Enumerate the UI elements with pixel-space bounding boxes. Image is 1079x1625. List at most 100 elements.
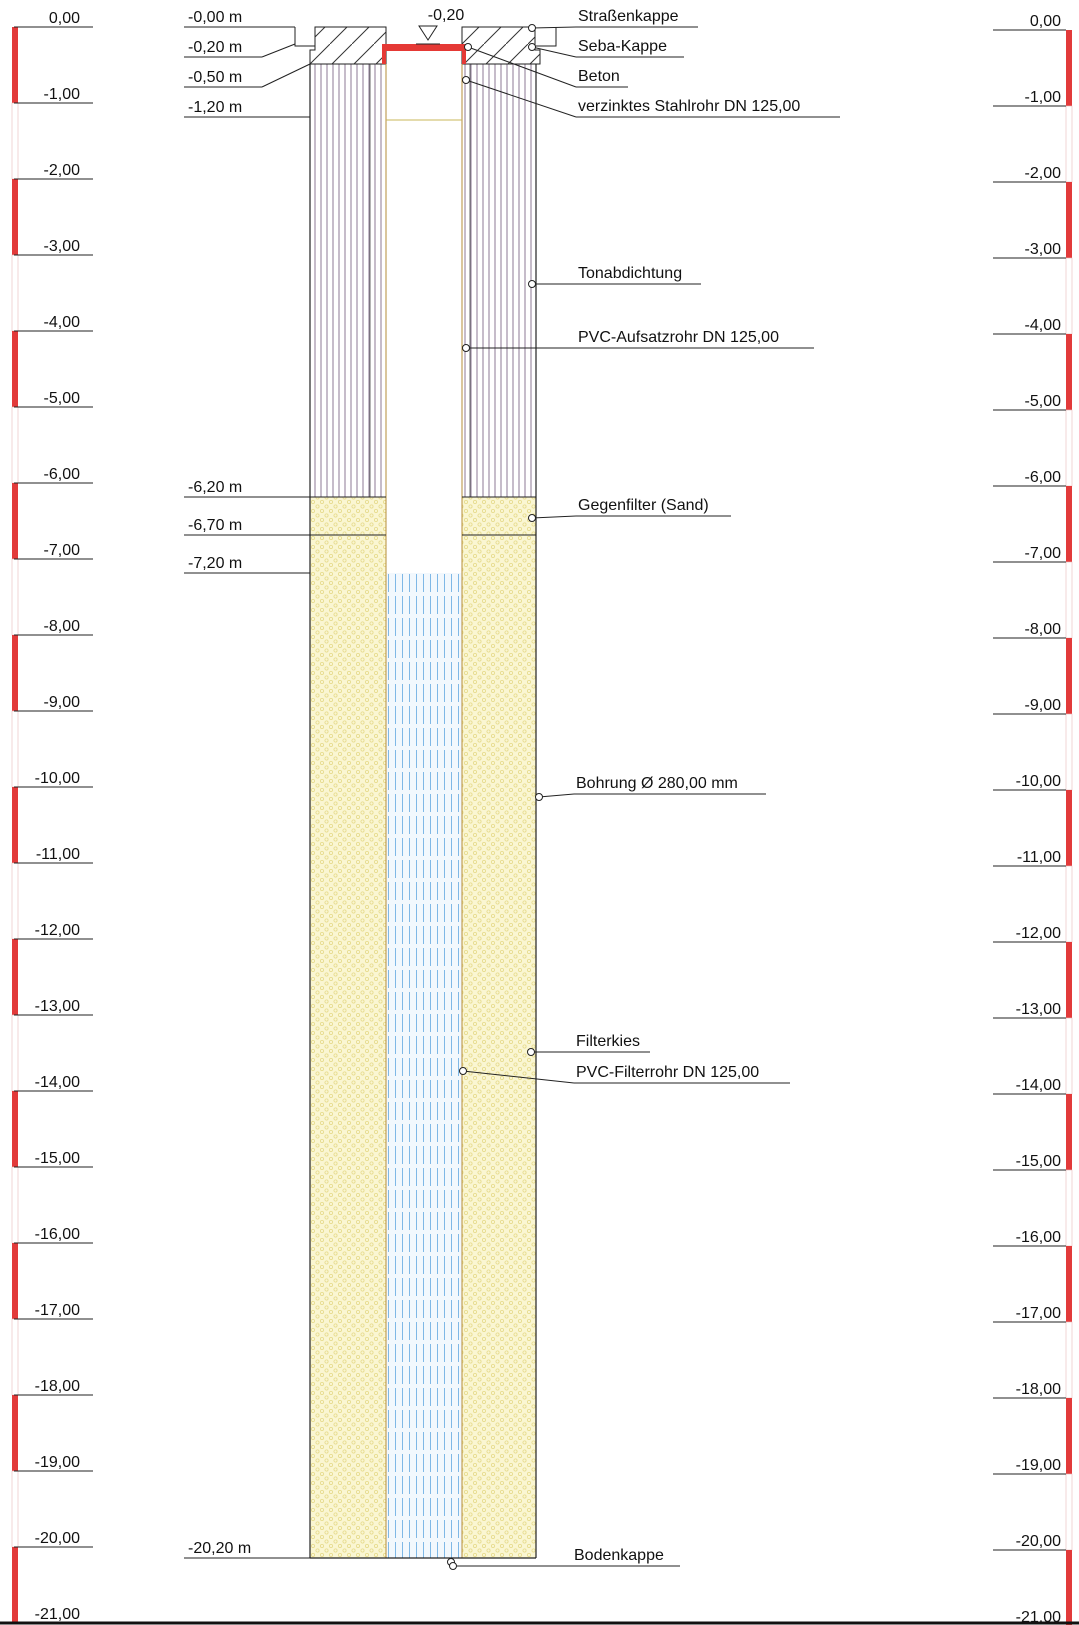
ruler-tick-label: -3,00 xyxy=(44,238,81,255)
ruler-tick-label: -8,00 xyxy=(44,618,81,635)
ruler-red-segment xyxy=(12,483,18,559)
ruler-red-segment xyxy=(1066,1550,1072,1625)
ruler-tick-label: -15,00 xyxy=(35,1150,80,1167)
ruler-tick-label: -13,00 xyxy=(1016,1001,1061,1018)
ruler-red-segment xyxy=(12,1243,18,1319)
water-level-triangle xyxy=(419,26,437,40)
concrete-cap-left xyxy=(310,27,386,64)
ruler-white-segment xyxy=(1066,1170,1072,1246)
right-ruler-ticks: 0,00 -1,00 -2,00 -3,00 -4,00 -5,00 -6,00 -7,00 -… xyxy=(993,13,1066,1625)
depth-leader-line xyxy=(262,64,310,87)
ruler-tick-label: -9,00 xyxy=(1025,697,1062,714)
ruler-tick-label: -5,00 xyxy=(44,390,81,407)
road-cap-left xyxy=(295,27,315,46)
ruler-white-segment xyxy=(1066,1322,1072,1398)
depth-label: -6,20 m xyxy=(188,479,242,496)
ruler-tick-label: -12,00 xyxy=(1016,925,1061,942)
ruler-tick-label: -1,00 xyxy=(1025,89,1062,106)
component-label: Beton xyxy=(578,68,620,85)
filter-gravel-left xyxy=(310,573,386,1558)
ruler-white-segment xyxy=(1066,1474,1072,1550)
ruler-red-segment xyxy=(12,1091,18,1167)
ruler-red-segment xyxy=(12,331,18,407)
ruler-red-segment xyxy=(12,1395,18,1471)
ruler-white-segment xyxy=(12,1319,18,1395)
filter-screen xyxy=(386,573,462,1558)
component-label: verzinktes Stahlrohr DN 125,00 xyxy=(578,98,800,115)
ruler-tick-label: -6,00 xyxy=(44,466,81,483)
component-label: Bodenkappe xyxy=(574,1547,664,1564)
left-ruler-ticks: 0,00-1,00-2,00-3,00-4,00-5,00-6,00-7,00-… xyxy=(14,10,93,1623)
ruler-white-segment xyxy=(12,711,18,787)
ruler-tick-label: -2,00 xyxy=(1025,165,1062,182)
ruler-white-segment xyxy=(1066,1018,1072,1094)
ruler-tick-label: -11,00 xyxy=(1017,849,1061,866)
clay-seal-right xyxy=(462,64,536,497)
ruler-red-segment xyxy=(1066,30,1072,106)
component-label: Bohrung Ø 280,00 mm xyxy=(576,775,738,792)
left-ruler-bars xyxy=(12,27,18,1623)
ruler-white-segment xyxy=(1066,562,1072,638)
ruler-white-segment xyxy=(12,1471,18,1547)
ruler-red-segment xyxy=(12,635,18,711)
component-marker xyxy=(465,44,472,51)
component-marker xyxy=(463,345,470,352)
borehole xyxy=(295,27,556,1566)
ruler-white-segment xyxy=(12,255,18,331)
ruler-white-segment xyxy=(1066,258,1072,334)
ruler-white-segment xyxy=(12,407,18,483)
ruler-tick-label: -20,00 xyxy=(1016,1533,1061,1550)
ruler-white-segment xyxy=(12,1015,18,1091)
ruler-tick-label: -9,00 xyxy=(44,694,81,711)
depth-leader-line xyxy=(262,44,295,57)
ruler-tick-label: -11,00 xyxy=(36,846,80,863)
ruler-tick-label: -7,00 xyxy=(1025,545,1062,562)
ruler-red-segment xyxy=(1066,942,1072,1018)
ruler-tick-label: -16,00 xyxy=(35,1226,80,1243)
depth-label: -0,00 m xyxy=(188,9,242,26)
counter-filter-sand-left xyxy=(310,497,386,535)
component-marker xyxy=(460,1068,467,1075)
ruler-white-segment xyxy=(12,1167,18,1243)
water-level-marker: -0,20 xyxy=(416,7,464,44)
ruler-red-segment xyxy=(1066,1246,1072,1322)
ruler-tick-label: -19,00 xyxy=(1016,1457,1061,1474)
water-level-value: -0,20 xyxy=(428,7,465,24)
ruler-red-segment xyxy=(12,1547,18,1623)
ruler-red-segment xyxy=(12,787,18,863)
right-ruler-bars xyxy=(1066,30,1072,1625)
ruler-tick-label: -1,00 xyxy=(44,86,81,103)
depth-label: -0,20 m xyxy=(188,39,242,56)
ruler-tick-label: -14,00 xyxy=(35,1074,80,1091)
component-label: PVC-Filterrohr DN 125,00 xyxy=(576,1064,759,1081)
ruler-tick-label: -17,00 xyxy=(35,1302,80,1319)
ruler-tick-label: -19,00 xyxy=(35,1454,80,1471)
component-marker xyxy=(536,794,543,801)
ruler-tick-label: -7,00 xyxy=(44,542,81,559)
ruler-red-segment xyxy=(1066,1094,1072,1170)
ruler-white-segment xyxy=(12,559,18,635)
ruler-red-segment xyxy=(1066,182,1072,258)
component-label: Filterkies xyxy=(576,1033,640,1050)
component-marker xyxy=(529,515,536,522)
right-depth-ruler: 0,00 -1,00 -2,00 -3,00 -4,00 -5,00 -6,00 -7,00 -… xyxy=(993,13,1072,1625)
ruler-tick-label: 0,00 xyxy=(1030,13,1061,30)
ruler-tick-label: -3,00 xyxy=(1025,241,1062,258)
component-marker xyxy=(450,1563,457,1570)
steel-pipe-right-wall xyxy=(462,51,466,64)
ruler-red-segment xyxy=(1066,1398,1072,1474)
ruler-tick-label: -21,00 xyxy=(35,1606,80,1623)
ruler-white-segment xyxy=(1066,410,1072,486)
component-leader xyxy=(532,27,576,28)
ruler-red-segment xyxy=(12,939,18,1015)
depth-label: -7,20 m xyxy=(188,555,242,572)
ruler-tick-label: -8,00 xyxy=(1025,621,1062,638)
ruler-red-segment xyxy=(1066,486,1072,562)
ruler-tick-label: -12,00 xyxy=(35,922,80,939)
ruler-tick-label: -20,00 xyxy=(35,1530,80,1547)
component-label: Tonabdichtung xyxy=(578,265,682,282)
ruler-tick-label: -16,00 xyxy=(1016,1229,1061,1246)
filter-gravel-right xyxy=(462,573,536,1558)
ruler-tick-label: -4,00 xyxy=(44,314,81,331)
